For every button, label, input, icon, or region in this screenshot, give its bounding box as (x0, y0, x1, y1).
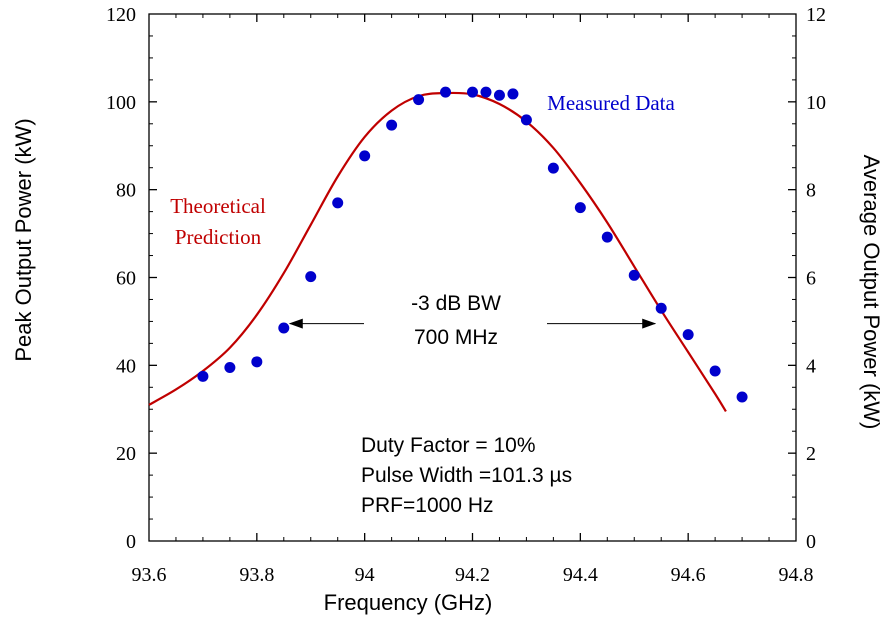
y-tick-label: 20 (116, 443, 136, 465)
y2-tick-label: 8 (806, 180, 816, 202)
y2-tick-label: 12 (806, 4, 826, 26)
measured-data-point (520, 114, 532, 126)
bandwidth-label: -3 dB BW (411, 292, 501, 315)
measured-data-point (574, 202, 586, 214)
y-axis-right-label: Average Output Power (kW) (859, 155, 884, 430)
y2-tick-label: 0 (806, 531, 816, 553)
measured-data-point (709, 365, 721, 377)
pulse-width-text: Pulse Width =101.3 µs (361, 464, 572, 487)
y-tick-label: 80 (116, 180, 136, 202)
conditions-box: Duty Factor = 10% Pulse Width =101.3 µs … (361, 434, 572, 517)
measured-data-point (440, 86, 452, 98)
measured-data-point (682, 329, 694, 341)
x-tick-label: 93.8 (239, 564, 274, 586)
y2-tick-label: 4 (806, 355, 816, 377)
measured-data-point (547, 162, 559, 174)
x-tick-label: 94.2 (455, 564, 490, 586)
measured-data-point (251, 356, 263, 368)
measured-data-point (507, 88, 519, 100)
measured-data-points (197, 86, 748, 403)
measured-data-point (655, 302, 667, 314)
bandwidth-value: 700 MHz (414, 326, 498, 349)
measured-data-point (197, 370, 209, 382)
x-tick-label: 94 (355, 564, 375, 586)
measured-data-point (413, 94, 425, 106)
theoretical-label-line2: Prediction (175, 225, 262, 249)
y-tick-label: 60 (116, 268, 136, 290)
y-tick-label: 40 (116, 355, 136, 377)
y2-tick-label: 6 (806, 268, 816, 290)
measured-data-point (493, 89, 505, 101)
measured-data-label: Measured Data (547, 91, 675, 115)
bandwidth-annotation: -3 dB BW 700 MHz (288, 292, 657, 349)
x-axis-label: Frequency (GHz) (324, 590, 493, 615)
y-axis-left: 0 20 40 60 80 100 120 (106, 4, 157, 553)
x-axis: 93.6 93.8 94 94.2 94.4 94.6 94.8 (132, 14, 814, 586)
duty-factor-text: Duty Factor = 10% (361, 434, 536, 457)
x-tick-label: 93.6 (132, 564, 167, 586)
measured-data-point (736, 391, 748, 403)
theoretical-label-line1: Theoretical (170, 194, 266, 218)
measured-data-point (386, 119, 398, 131)
y-axis-left-label: Peak Output Power (kW) (11, 118, 36, 361)
y-tick-label: 0 (126, 531, 136, 553)
y-tick-label: 100 (106, 92, 136, 114)
y-tick-label: 120 (106, 4, 136, 26)
measured-data-point (628, 269, 640, 281)
measured-data-point (332, 197, 344, 209)
measured-data-point (359, 150, 371, 162)
measured-data-point (601, 231, 613, 243)
measured-data-point (224, 362, 236, 374)
theoretical-prediction-line (148, 91, 727, 413)
y-axis-right: 0 2 4 6 8 10 12 (788, 4, 826, 553)
prf-text: PRF=1000 Hz (361, 494, 493, 517)
y2-tick-label: 10 (806, 92, 826, 114)
measured-data-point (278, 322, 290, 334)
x-tick-label: 94.4 (563, 564, 598, 586)
x-tick-label: 94.6 (671, 564, 706, 586)
x-tick-label: 94.8 (779, 564, 814, 586)
measured-data-point (480, 86, 492, 98)
y2-tick-label: 2 (806, 443, 816, 465)
measured-data-point (305, 271, 317, 283)
measured-data-point (467, 86, 478, 98)
